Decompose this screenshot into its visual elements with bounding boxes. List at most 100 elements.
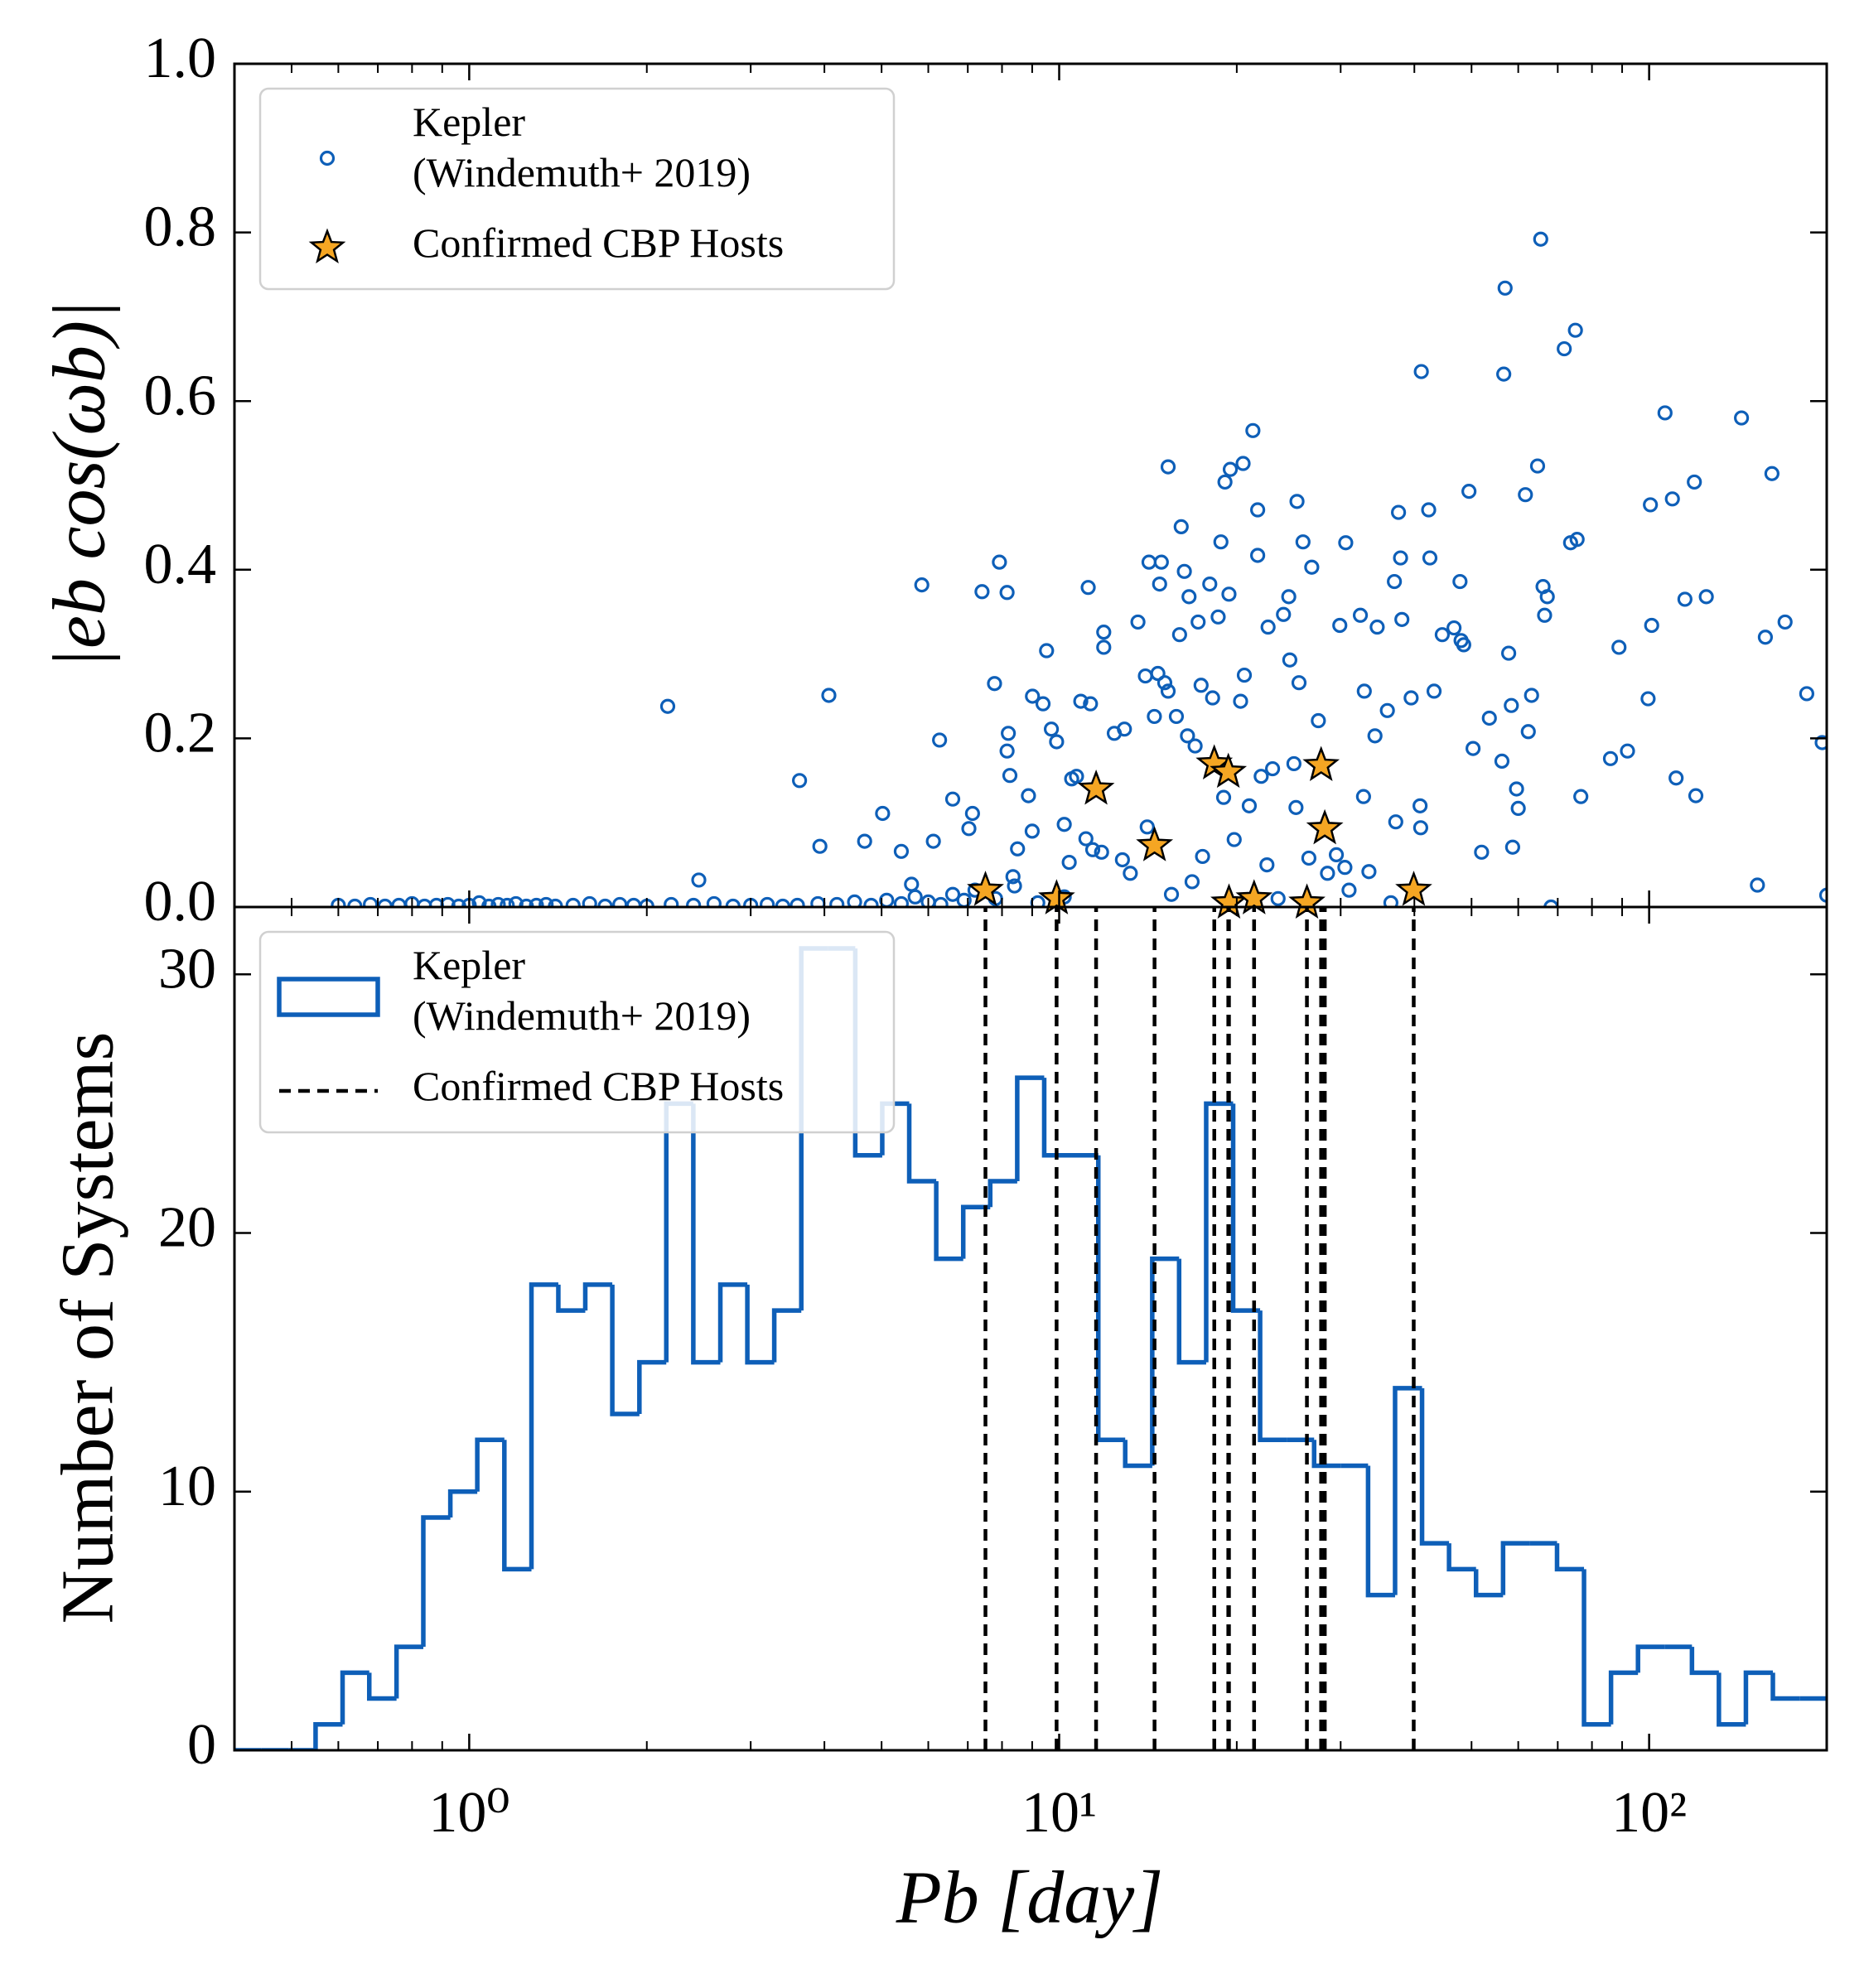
- star-marker: [1306, 808, 1344, 845]
- point: [893, 843, 910, 859]
- point: [1387, 573, 1403, 590]
- hist-step: [1311, 1440, 1341, 1469]
- hist-step: [664, 1101, 693, 1363]
- y-axis-label: |eb cos(ωb)|: [39, 300, 121, 668]
- point: [1084, 842, 1101, 857]
- point: [1173, 519, 1189, 534]
- point: [1764, 466, 1779, 481]
- point: [625, 897, 641, 907]
- point: [1222, 461, 1239, 477]
- point: [987, 676, 1002, 692]
- point: [1245, 422, 1261, 438]
- point: [1007, 878, 1022, 894]
- point: [925, 833, 941, 849]
- point: [1474, 844, 1490, 860]
- legend-marker: [277, 977, 380, 1017]
- point: [1413, 364, 1429, 379]
- point: [1078, 831, 1094, 847]
- point: [1361, 864, 1377, 880]
- point: [1259, 856, 1275, 873]
- point: [961, 821, 977, 837]
- point: [1064, 771, 1079, 787]
- point: [1388, 814, 1403, 830]
- point: [904, 876, 920, 892]
- hist-step: [421, 1515, 451, 1648]
- point: [1094, 844, 1109, 860]
- point: [565, 897, 581, 907]
- point: [1518, 487, 1533, 503]
- point: [1757, 630, 1774, 645]
- y-tick-label: 0.4: [144, 533, 217, 596]
- hist-step: [1258, 1310, 1287, 1443]
- hist-step: [988, 1179, 1017, 1208]
- hist-step: [1446, 1543, 1476, 1572]
- point: [1157, 675, 1173, 691]
- hist-step: [1230, 1103, 1261, 1313]
- x-tick-label: 10¹: [1021, 1781, 1097, 1845]
- y-tick-label: 0.8: [144, 195, 217, 259]
- point: [1355, 789, 1371, 804]
- hist-step: [394, 1644, 423, 1699]
- point: [1187, 738, 1203, 754]
- point: [1153, 554, 1169, 570]
- point: [1190, 614, 1206, 630]
- point: [391, 897, 407, 907]
- point: [1320, 866, 1335, 881]
- point: [1241, 798, 1258, 813]
- point: [1147, 708, 1162, 725]
- hist-step: [1150, 1256, 1180, 1466]
- point: [999, 585, 1015, 601]
- point: [1035, 696, 1051, 712]
- point: [1688, 788, 1704, 803]
- point: [686, 897, 702, 907]
- point: [1304, 559, 1320, 575]
- y-axis-label: Number of Systems: [47, 1032, 129, 1624]
- hist-step: [1635, 1644, 1665, 1673]
- point: [1750, 877, 1765, 893]
- point: [1152, 577, 1167, 592]
- hist-step: [582, 1282, 613, 1311]
- point: [1426, 683, 1442, 699]
- point: [1332, 617, 1348, 634]
- point: [1021, 788, 1036, 803]
- point: [914, 577, 930, 593]
- point: [1734, 410, 1750, 426]
- point: [1176, 563, 1192, 579]
- point: [1253, 769, 1269, 784]
- point: [1537, 607, 1553, 623]
- point: [1250, 548, 1266, 563]
- point: [1288, 799, 1304, 815]
- point: [1328, 847, 1345, 862]
- hist-step: [771, 1308, 802, 1363]
- point: [1453, 633, 1469, 649]
- point: [1025, 688, 1041, 704]
- point: [1213, 534, 1229, 550]
- point: [1163, 886, 1180, 902]
- point: [1210, 609, 1226, 625]
- point: [612, 896, 628, 907]
- point: [1504, 697, 1519, 713]
- hist-step: [1743, 1670, 1774, 1725]
- point: [1573, 789, 1589, 804]
- point: [1524, 688, 1539, 703]
- point: [1130, 614, 1146, 630]
- point: [1421, 502, 1437, 518]
- hist-step: [1419, 1387, 1450, 1546]
- point: [1379, 702, 1395, 718]
- point: [1260, 619, 1276, 635]
- point: [1233, 693, 1248, 709]
- point: [1520, 724, 1536, 740]
- hist-step: [1176, 1258, 1206, 1365]
- hist-step: [1500, 1541, 1530, 1595]
- hist-step: [447, 1489, 478, 1518]
- legend-label: Confirmed CBP Hosts: [413, 1063, 784, 1109]
- legend-marker: [308, 228, 346, 264]
- legend: Kepler (Windemuth+ 2019) Confirmed CBP Hos…: [258, 87, 896, 291]
- point: [1001, 726, 1017, 741]
- point: [863, 897, 879, 907]
- point: [1171, 627, 1187, 643]
- point: [1698, 589, 1714, 605]
- point: [1215, 789, 1232, 805]
- star-marker: [1077, 769, 1115, 805]
